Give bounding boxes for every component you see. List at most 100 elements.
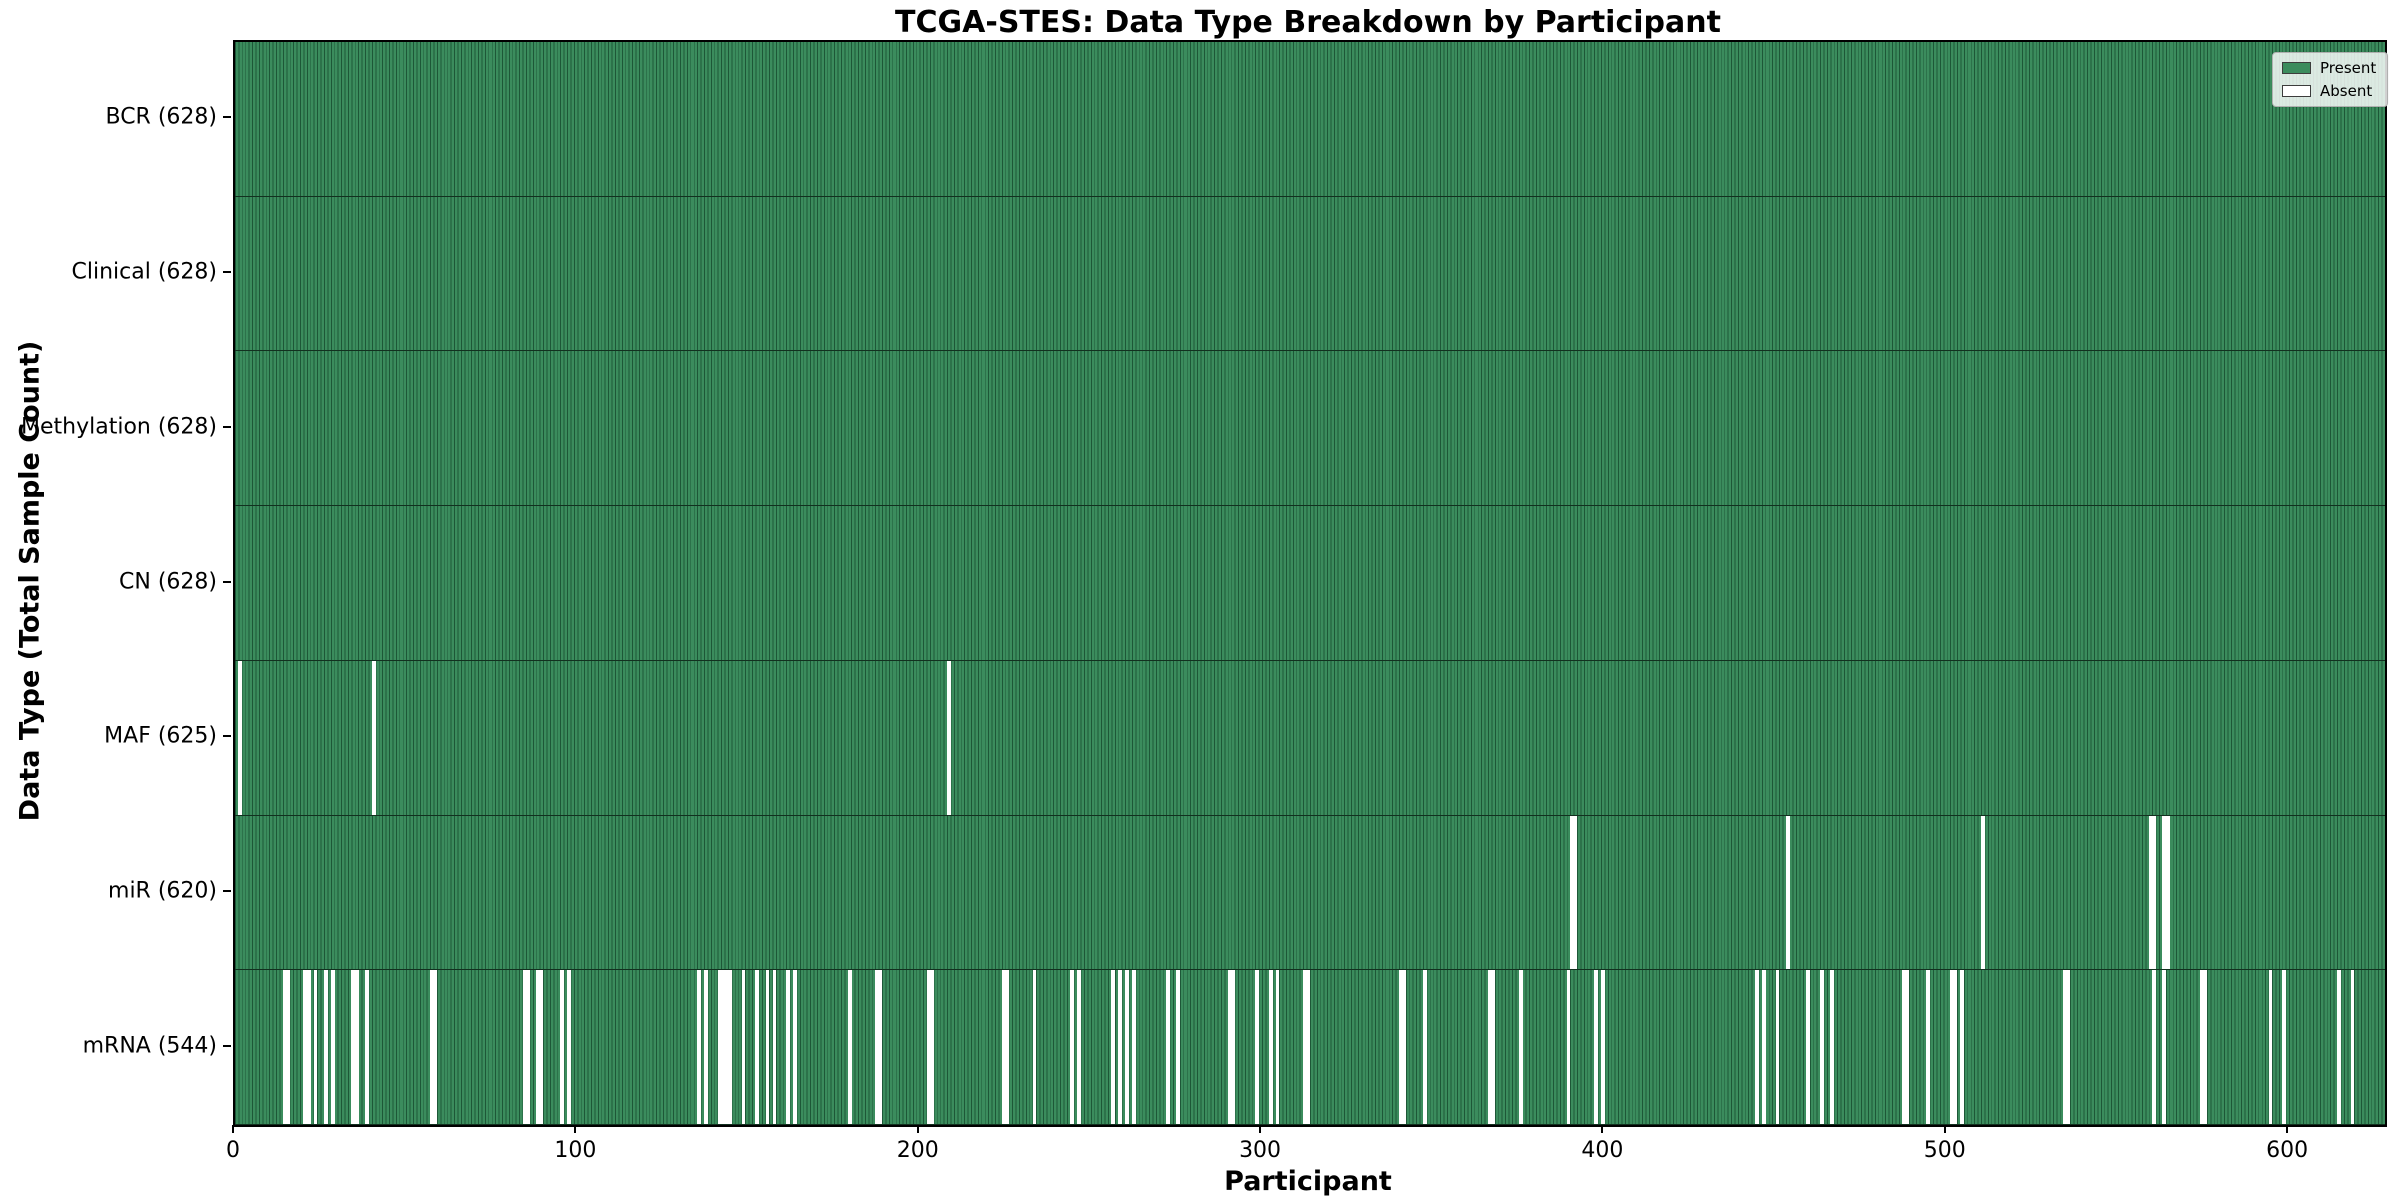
absent-marker-mRNA-291 (1231, 970, 1235, 1124)
absent-marker-mRNA-161 (786, 970, 790, 1124)
absent-marker-mRNA-179 (847, 970, 852, 1124)
absent-marker-mRNA-262 (1131, 970, 1136, 1124)
legend-item-absent: Absent (2282, 82, 2378, 100)
absent-marker-mRNA-246 (1077, 970, 1081, 1124)
absent-marker-miR-390 (1570, 815, 1574, 970)
absent-marker-mRNA-85 (526, 970, 530, 1124)
absent-marker-mRNA-618 (2350, 970, 2355, 1124)
absent-marker-mRNA-14 (282, 970, 287, 1124)
absent-marker-mRNA-560 (2152, 970, 2156, 1124)
absent-marker-mRNA-463 (1820, 970, 1824, 1124)
absent-marker-mRNA-89 (539, 970, 544, 1124)
absent-marker-mRNA-459 (1806, 970, 1811, 1124)
absent-marker-mRNA-494 (1926, 970, 1930, 1124)
x-tick-label-300: 300 (1239, 1138, 1282, 1163)
absent-marker-miR-559 (2148, 815, 2153, 970)
absent-marker-mRNA-450 (1775, 970, 1780, 1124)
absent-marker-mRNA-34 (351, 970, 356, 1124)
absent-marker-miR-453 (1785, 815, 1790, 970)
absent-marker-mRNA-15 (286, 970, 291, 1124)
absent-marker-MAF-1 (238, 660, 243, 815)
absent-marker-mRNA-152 (755, 970, 760, 1124)
x-tick-mark (2286, 1125, 2289, 1133)
absent-marker-mRNA-88 (536, 970, 540, 1124)
absent-marker-mRNA-157 (772, 970, 777, 1124)
absent-marker-mRNA-23 (313, 970, 318, 1124)
row-band-BCR (235, 42, 2385, 197)
absent-marker-mRNA-148 (741, 970, 746, 1124)
y-tick-label-miR: miR (620) (108, 878, 217, 904)
y-tick-mark (223, 425, 231, 428)
row-band-MAF (235, 660, 2385, 816)
legend-item-present: Present (2282, 60, 2378, 77)
absent-marker-mRNA-563 (2162, 970, 2167, 1124)
absent-marker-mRNA-487 (1902, 970, 1906, 1124)
legend-label-present: Present (2320, 59, 2377, 77)
absent-marker-mRNA-466 (1830, 970, 1835, 1124)
absent-marker-mRNA-367 (1491, 970, 1496, 1124)
absent-marker-mRNA-57 (430, 970, 434, 1124)
y-tick-mark (223, 116, 231, 119)
absent-marker-mRNA-575 (2203, 970, 2208, 1124)
absent-marker-mRNA-28 (330, 970, 335, 1124)
absent-marker-mRNA-187 (875, 970, 879, 1124)
absent-marker-mRNA-598 (2282, 970, 2286, 1124)
absent-marker-mRNA-224 (1001, 970, 1006, 1124)
absent-marker-mRNA-20 (303, 970, 308, 1124)
absent-marker-mRNA-233 (1032, 970, 1037, 1124)
x-tick-label-200: 200 (896, 1138, 939, 1163)
y-tick-label-BCR: BCR (628) (105, 104, 217, 130)
absent-marker-mRNA-488 (1905, 970, 1910, 1124)
y-tick-label-Methylation: Methylation (628) (21, 414, 217, 440)
absent-marker-mRNA-141 (717, 970, 722, 1124)
absent-marker-mRNA-21 (306, 970, 311, 1124)
absent-marker-mRNA-574 (2200, 970, 2204, 1124)
absent-marker-mRNA-144 (727, 970, 732, 1124)
absent-marker-mRNA-399 (1601, 970, 1605, 1124)
absent-marker-MAF-40 (371, 660, 376, 815)
absent-marker-mRNA-375 (1518, 970, 1523, 1124)
absent-marker-mRNA-501 (1950, 970, 1954, 1124)
absent-marker-mRNA-298 (1255, 970, 1259, 1124)
absent-marker-mRNA-142 (721, 970, 725, 1124)
x-tick-label-500: 500 (1923, 1138, 1966, 1163)
absent-marker-miR-563 (2162, 815, 2167, 970)
y-tick-label-mRNA: mRNA (544) (82, 1033, 217, 1059)
absent-marker-mRNA-202 (926, 970, 931, 1124)
absent-marker-mRNA-341 (1402, 970, 1407, 1124)
plot-area: Present Absent (233, 40, 2388, 1127)
x-tick-mark (232, 1125, 234, 1133)
x-axis-label: Participant (1224, 1166, 1392, 1197)
y-tick-mark (223, 889, 231, 892)
absent-marker-mRNA-58 (433, 970, 438, 1124)
absent-marker-mRNA-97 (567, 970, 571, 1124)
absent-marker-mRNA-188 (878, 970, 883, 1124)
absent-marker-mRNA-163 (793, 970, 797, 1124)
x-tick-mark (574, 1125, 577, 1133)
x-tick-mark (1259, 1125, 1262, 1133)
absent-marker-mRNA-260 (1125, 970, 1129, 1124)
row-band-mRNA (235, 970, 2385, 1125)
row-band-miR (235, 815, 2385, 971)
absent-marker-mRNA-312 (1303, 970, 1307, 1124)
absent-marker-mRNA-258 (1118, 970, 1122, 1124)
absent-marker-mRNA-366 (1488, 970, 1492, 1124)
absent-marker-miR-560 (2152, 815, 2156, 970)
y-tick-mark (223, 271, 231, 274)
absent-marker-mRNA-504 (1960, 970, 1965, 1124)
absent-marker-mRNA-272 (1166, 970, 1170, 1124)
absent-marker-mRNA-244 (1070, 970, 1075, 1124)
absent-marker-mRNA-155 (765, 970, 770, 1124)
x-tick-label-600: 600 (2266, 1138, 2309, 1163)
y-axis-label: Data Type (Total Sample Count) (14, 340, 46, 822)
x-tick-label-100: 100 (554, 1138, 597, 1163)
absent-marker-mRNA-84 (522, 970, 527, 1124)
absent-marker-miR-510 (1981, 815, 1985, 970)
absent-marker-mRNA-444 (1755, 970, 1759, 1124)
y-tick-mark (223, 580, 231, 583)
chart-title: TCGA-STES: Data Type Breakdown by Partic… (895, 5, 1721, 40)
absent-marker-mRNA-225 (1005, 970, 1010, 1124)
absent-marker-mRNA-203 (929, 970, 934, 1124)
absent-swatch-icon (2282, 84, 2311, 97)
